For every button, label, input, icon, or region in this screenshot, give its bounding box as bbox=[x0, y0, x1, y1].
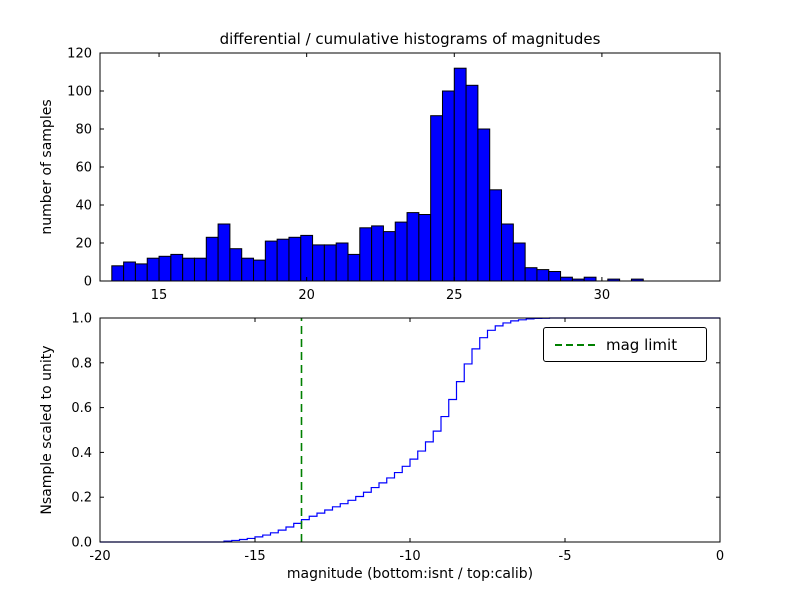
histogram-bar bbox=[371, 225, 384, 282]
histogram-bar bbox=[111, 265, 125, 282]
histogram-bar bbox=[146, 257, 160, 282]
histogram-bar bbox=[217, 223, 231, 282]
histogram-bar bbox=[441, 90, 455, 282]
svg-text:40: 40 bbox=[75, 199, 92, 214]
histogram-bars bbox=[111, 67, 644, 282]
chart-title: differential / cumulative histograms of … bbox=[219, 30, 601, 48]
histogram-bar bbox=[524, 267, 538, 282]
svg-text:0.2: 0.2 bbox=[71, 491, 92, 506]
svg-text:0.4: 0.4 bbox=[71, 446, 92, 461]
svg-text:0: 0 bbox=[716, 549, 724, 564]
svg-text:0.0: 0.0 bbox=[71, 536, 92, 551]
svg-text:20: 20 bbox=[75, 237, 92, 252]
histogram-bar bbox=[300, 234, 314, 282]
top-ylabel: number of samples bbox=[39, 99, 55, 235]
histogram-bar bbox=[229, 248, 243, 282]
histogram-bar bbox=[501, 223, 514, 282]
histogram-bar bbox=[182, 257, 195, 282]
histogram-bar bbox=[253, 259, 266, 282]
histogram-bar bbox=[335, 242, 349, 282]
svg-text:-15: -15 bbox=[244, 549, 265, 564]
histogram-bar bbox=[430, 115, 443, 282]
svg-text:100: 100 bbox=[67, 85, 92, 100]
histogram-bar bbox=[548, 271, 562, 282]
histogram-bar bbox=[560, 276, 573, 282]
x-axis-label: magnitude (bottom:isnt / top:calib) bbox=[286, 566, 534, 582]
mag-limit-legend-line-icon bbox=[555, 343, 595, 346]
cumulative-line bbox=[100, 317, 720, 543]
histogram-bar bbox=[453, 67, 467, 282]
histogram-bar bbox=[394, 221, 408, 282]
histogram-bar bbox=[536, 269, 550, 282]
histogram-bar bbox=[489, 189, 503, 282]
histogram-bar bbox=[477, 128, 491, 282]
svg-text:0: 0 bbox=[84, 275, 92, 290]
histogram-bar bbox=[406, 212, 420, 282]
svg-text:80: 80 bbox=[75, 123, 92, 138]
histogram-bar bbox=[312, 244, 325, 282]
histogram-bar bbox=[170, 253, 184, 282]
histogram-bar bbox=[512, 242, 526, 282]
svg-text:30: 30 bbox=[594, 288, 611, 303]
histogram-bar bbox=[123, 261, 136, 282]
svg-text:-5: -5 bbox=[559, 549, 572, 564]
legend-label: mag limit bbox=[606, 335, 678, 354]
histogram-bar bbox=[264, 240, 278, 282]
histogram-bar bbox=[193, 257, 207, 282]
svg-text:20: 20 bbox=[298, 288, 315, 303]
histogram-bar bbox=[158, 255, 172, 282]
svg-text:-10: -10 bbox=[399, 549, 420, 564]
legend: mag limit bbox=[543, 327, 707, 362]
svg-text:-20: -20 bbox=[89, 549, 110, 564]
histogram-bar bbox=[583, 276, 597, 282]
histogram-bar bbox=[359, 227, 373, 282]
histogram-bar bbox=[241, 257, 255, 282]
histogram-bar bbox=[347, 253, 361, 282]
svg-text:15: 15 bbox=[151, 288, 168, 303]
svg-text:0.8: 0.8 bbox=[71, 356, 92, 371]
histogram-bar bbox=[382, 231, 396, 282]
histogram-bar bbox=[205, 236, 219, 282]
svg-text:120: 120 bbox=[67, 47, 92, 62]
histogram-bar bbox=[418, 214, 432, 282]
histogram-bar bbox=[134, 263, 148, 282]
svg-text:60: 60 bbox=[75, 161, 92, 176]
histogram-bar bbox=[276, 238, 290, 282]
svg-text:1.0: 1.0 bbox=[71, 312, 92, 327]
histogram-bar bbox=[323, 244, 337, 282]
svg-text:25: 25 bbox=[446, 288, 463, 303]
histogram-bar bbox=[465, 84, 479, 282]
histogram-bar bbox=[288, 236, 302, 282]
svg-text:0.6: 0.6 bbox=[71, 401, 92, 416]
bottom-ylabel: Nsample scaled to unity bbox=[39, 345, 55, 515]
